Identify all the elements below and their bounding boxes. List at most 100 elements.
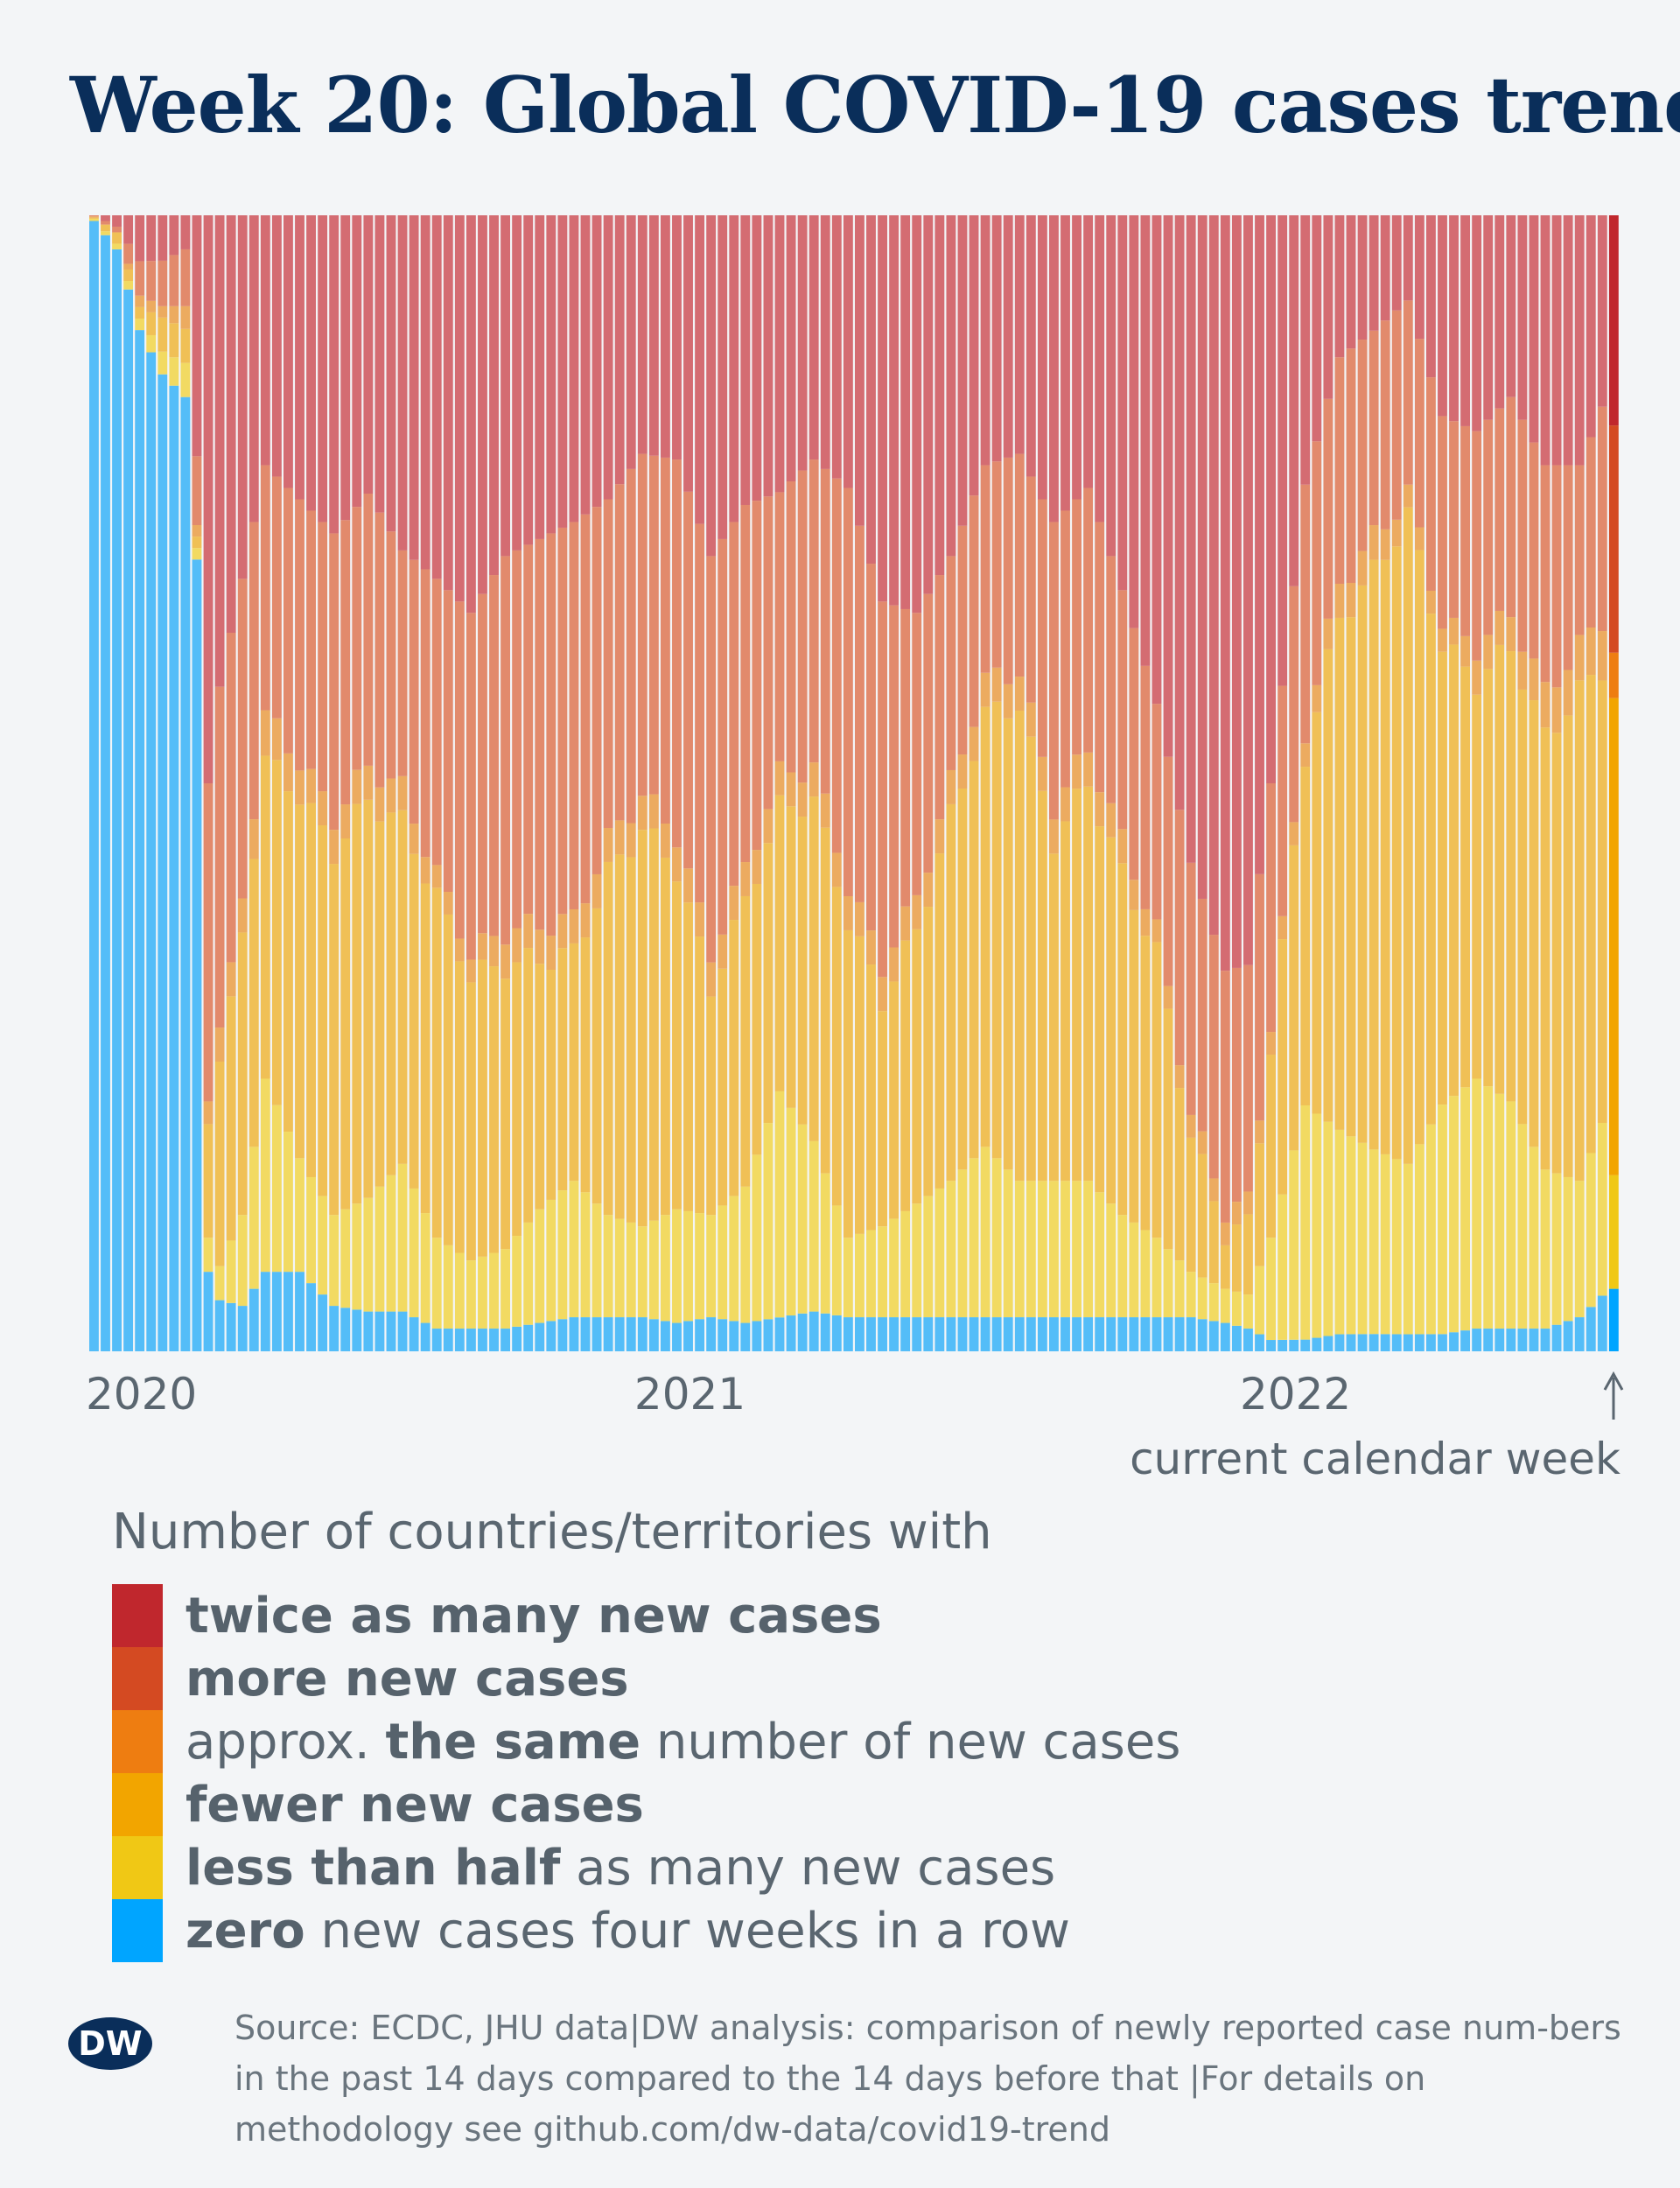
bar-segment-half xyxy=(123,281,134,290)
source-note: Source: ECDC, JHU data|DW analysis: comp… xyxy=(234,2009,1621,2149)
bar-segment-zero xyxy=(1472,1329,1482,1351)
bar-segment-same xyxy=(672,847,682,882)
bar-segment-zero xyxy=(306,1283,316,1351)
week-bar xyxy=(1140,215,1151,1351)
bar-segment-more xyxy=(980,465,990,673)
bar-segment-twice xyxy=(123,215,134,244)
bar-segment-twice xyxy=(797,215,808,471)
bar-segment-fewer xyxy=(706,996,717,1216)
bar-segment-fewer xyxy=(934,853,945,1189)
bar-segment-same xyxy=(1380,529,1390,560)
bar-segment-twice xyxy=(1289,215,1299,586)
chart-title: Week 20: Global COVID-19 cases trend xyxy=(70,60,1680,151)
bar-segment-half xyxy=(386,1175,396,1312)
week-bar xyxy=(695,215,705,1351)
bar-segment-more xyxy=(878,601,887,978)
bar-segment-more xyxy=(374,512,385,788)
week-bar xyxy=(1060,215,1070,1351)
bar-segment-half xyxy=(1357,1142,1368,1335)
bar-segment-half xyxy=(991,1158,1002,1318)
bar-segment-twice xyxy=(820,215,830,469)
bar-segment-same xyxy=(1117,829,1128,864)
bar-segment-same xyxy=(203,1101,214,1125)
bar-segment-more xyxy=(1403,300,1413,485)
week-bar xyxy=(306,215,316,1351)
bar-segment-fewer xyxy=(637,830,648,1227)
bar-segment-twice xyxy=(1403,215,1413,301)
bar-segment-half xyxy=(1414,1144,1424,1335)
bar-segment-zero xyxy=(523,1324,534,1351)
bar-segment-same xyxy=(1060,787,1070,822)
bar-segment-twice xyxy=(1003,215,1013,458)
bar-segment-zero xyxy=(923,1317,934,1351)
bar-segment-half xyxy=(695,1213,705,1320)
bar-segment-more xyxy=(957,525,968,755)
bar-segment-zero xyxy=(1517,1329,1528,1351)
bar-segment-half xyxy=(1494,1093,1505,1329)
bar-segment-zero xyxy=(603,1317,613,1351)
week-bar xyxy=(466,215,476,1351)
bar-segment-zero xyxy=(546,1321,556,1351)
bar-segment-more xyxy=(1197,898,1208,1132)
bar-segment-zero xyxy=(900,1317,911,1351)
legend-label: approx. the same number of new cases xyxy=(186,1713,1181,1771)
bar-segment-twice xyxy=(284,215,293,488)
bar-segment-more xyxy=(169,255,179,306)
bar-segment-zero xyxy=(363,1311,374,1351)
bar-segment-fewer xyxy=(1186,1137,1196,1273)
bar-segment-more xyxy=(1323,398,1334,619)
bar-segment-zero xyxy=(1083,1317,1094,1351)
week-bar xyxy=(1117,215,1128,1351)
bar-segment-half xyxy=(1140,1230,1151,1318)
bar-segment-zero xyxy=(1380,1334,1390,1351)
bar-segment-half xyxy=(1072,1181,1082,1318)
bar-segment-half xyxy=(637,1226,648,1318)
bar-segment-twice xyxy=(546,215,556,534)
bar-segment-same xyxy=(101,224,110,226)
bar-segment-fewer xyxy=(774,795,785,1091)
bar-segment-more xyxy=(1060,510,1070,788)
bar-segment-fewer xyxy=(1312,712,1322,1114)
week-bar xyxy=(1551,215,1562,1351)
week-bar xyxy=(592,215,602,1351)
bar-segment-fewer xyxy=(260,755,270,1079)
bar-segment-zero xyxy=(557,1319,568,1351)
week-bar xyxy=(169,215,179,1352)
bar-segment-half xyxy=(295,1158,304,1273)
bar-segment-fewer xyxy=(409,853,419,1189)
bar-segment-same xyxy=(1403,484,1413,508)
week-bar xyxy=(420,215,430,1351)
bar-segment-half xyxy=(923,1196,934,1318)
bar-segment-zero xyxy=(1037,1317,1047,1351)
bar-segment-twice xyxy=(923,215,934,594)
bar-segment-fewer xyxy=(1140,936,1151,1231)
week-bar xyxy=(1003,215,1013,1351)
bar-segment-more xyxy=(329,533,340,831)
bar-segment-more xyxy=(306,510,316,769)
bar-segment-half xyxy=(489,1252,499,1329)
x-tick-label: 2020 xyxy=(86,1369,197,1420)
week-bar xyxy=(431,215,442,1351)
bar-segment-zero xyxy=(1312,1337,1322,1351)
bar-segment-half xyxy=(831,1205,842,1315)
bar-segment-same xyxy=(1608,652,1619,698)
bar-segment-fewer xyxy=(831,887,842,1206)
bar-segment-twice xyxy=(946,215,956,557)
bar-segment-twice xyxy=(454,215,465,602)
bar-segment-same xyxy=(260,710,270,756)
bar-segment-same xyxy=(1540,682,1550,728)
bar-segment-more xyxy=(900,608,911,907)
bar-segment-more xyxy=(363,494,374,766)
bar-segment-same xyxy=(512,928,522,963)
bar-segment-zero xyxy=(1289,1339,1299,1351)
week-bar xyxy=(295,215,304,1351)
bar-segment-zero xyxy=(271,1272,282,1351)
legend-item-twice: twice as many new cases xyxy=(112,1584,882,1647)
bar-segment-zero xyxy=(1540,1329,1550,1351)
bar-segment-half xyxy=(660,1215,670,1322)
bar-segment-half xyxy=(478,1256,487,1329)
bar-segment-fewer xyxy=(135,306,145,319)
bar-segment-fewer xyxy=(237,932,248,1216)
bar-segment-half xyxy=(1346,1136,1356,1335)
bar-segment-twice xyxy=(329,215,340,534)
